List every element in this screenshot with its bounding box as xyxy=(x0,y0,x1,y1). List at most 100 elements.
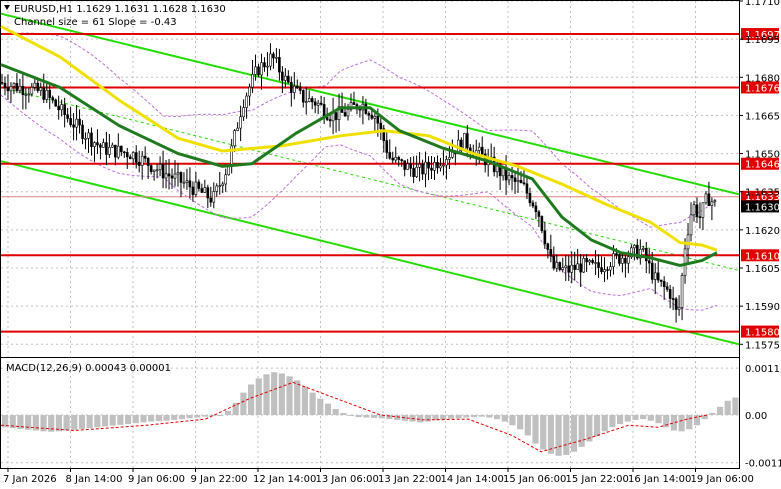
macd-histogram-bar xyxy=(724,400,731,416)
macd-histogram-bar xyxy=(217,415,224,417)
macd-label: MACD(12,26,9) 0.00043 0.00001 xyxy=(6,363,171,374)
time-tick-label: 14 Jan 14:00 xyxy=(441,474,504,485)
macd-histogram-bar xyxy=(494,415,501,420)
candle-body xyxy=(409,163,412,169)
macd-histogram-bar xyxy=(716,406,724,416)
candle-body xyxy=(212,191,216,203)
time-tick-label: 12 Jan 14:00 xyxy=(253,474,316,485)
macd-signal-line xyxy=(0,381,710,453)
candle-body xyxy=(603,269,606,273)
candle-body xyxy=(686,234,690,250)
candle-body xyxy=(209,197,213,203)
candle-body xyxy=(567,265,571,273)
macd-histogram-bar xyxy=(578,415,585,447)
level-label: 1.1676 xyxy=(745,83,780,94)
candle-body xyxy=(84,138,87,140)
candle-body xyxy=(597,262,600,268)
candle-body xyxy=(337,106,341,120)
macd-grid xyxy=(1,367,739,464)
candle-body xyxy=(516,179,520,182)
candle-body xyxy=(272,53,275,59)
candle-body xyxy=(376,115,380,124)
candle-body xyxy=(564,265,568,268)
candle-body xyxy=(558,262,562,270)
candle-body xyxy=(576,263,579,270)
candle-body xyxy=(573,264,576,270)
candle-body xyxy=(108,146,111,155)
candle-body xyxy=(3,82,7,88)
candle-body xyxy=(218,185,222,187)
macd-histogram-bar xyxy=(670,415,677,431)
macd-histogram-bar xyxy=(148,415,155,422)
macd-histogram-bar xyxy=(324,403,332,416)
candle-body xyxy=(140,155,144,166)
macd-histogram-bar xyxy=(340,413,347,416)
price-tick-label: 1.1710 xyxy=(745,0,780,8)
macd-histogram-bar xyxy=(363,415,370,418)
candle-body xyxy=(525,183,529,194)
candle-body xyxy=(388,152,392,159)
candle-body xyxy=(200,188,204,193)
candle-body xyxy=(451,152,454,158)
time-tick-label: 13 Jan 22:00 xyxy=(378,474,441,485)
macd-histogram-bar xyxy=(678,415,685,432)
candle-body xyxy=(698,216,702,219)
candle-body xyxy=(659,279,663,282)
candle-body xyxy=(707,193,711,206)
candle-body xyxy=(164,173,168,179)
macd-histogram-bar xyxy=(501,415,508,422)
candle-body xyxy=(612,253,615,268)
candle-body xyxy=(203,187,207,193)
candle-body xyxy=(48,89,52,98)
candle-body xyxy=(689,214,693,236)
candle-body xyxy=(206,187,210,199)
candle-body xyxy=(134,152,138,163)
candle-body xyxy=(460,139,463,151)
candle-body xyxy=(114,144,117,158)
macd-histogram-bar xyxy=(632,415,639,420)
candle-body xyxy=(24,94,28,96)
candle-body xyxy=(137,161,141,166)
macd-histogram-bar xyxy=(17,415,24,429)
candle-body xyxy=(445,159,448,166)
macd-histogram-bar xyxy=(86,415,93,429)
macd-histogram-bar xyxy=(240,392,247,416)
channel-mid-line xyxy=(0,87,740,271)
candle-body xyxy=(21,85,25,96)
candle-body xyxy=(304,101,308,103)
candle-body xyxy=(9,86,13,92)
time-tick-label: 9 Jan 06:00 xyxy=(128,474,185,485)
candle-body xyxy=(90,132,93,147)
candle-body xyxy=(197,181,201,189)
current-price-label: 1.1630 xyxy=(745,202,780,213)
ma-fast-line xyxy=(0,63,718,268)
candle-body xyxy=(543,230,547,245)
candle-body xyxy=(18,85,22,91)
candle-body xyxy=(382,128,386,141)
macd-histogram-bar xyxy=(455,415,462,419)
candle-body xyxy=(662,281,666,287)
candle-body xyxy=(298,87,302,91)
macd-histogram-bar xyxy=(63,415,70,431)
candle-body xyxy=(588,260,591,263)
candle-body xyxy=(45,89,49,100)
candle-body xyxy=(630,247,633,258)
candle-body xyxy=(105,142,108,155)
macd-histogram-bar xyxy=(94,415,101,428)
candle-body xyxy=(152,169,156,172)
channel-info: Channel size = 61 Slope = -0.43 xyxy=(14,17,177,28)
candle-body xyxy=(173,173,177,179)
candle-body xyxy=(39,87,43,91)
macd-histogram-bar xyxy=(78,415,86,429)
candle-body xyxy=(96,142,99,146)
price-pane-border xyxy=(0,0,740,469)
macd-histogram-bar xyxy=(132,415,139,424)
candle-body xyxy=(692,204,696,216)
candle-body xyxy=(585,258,588,263)
candle-body xyxy=(352,102,356,105)
candle-body xyxy=(549,249,553,257)
macd-histogram-bar xyxy=(440,415,447,420)
macd-histogram-bar xyxy=(248,384,255,416)
candle-body xyxy=(671,298,675,300)
